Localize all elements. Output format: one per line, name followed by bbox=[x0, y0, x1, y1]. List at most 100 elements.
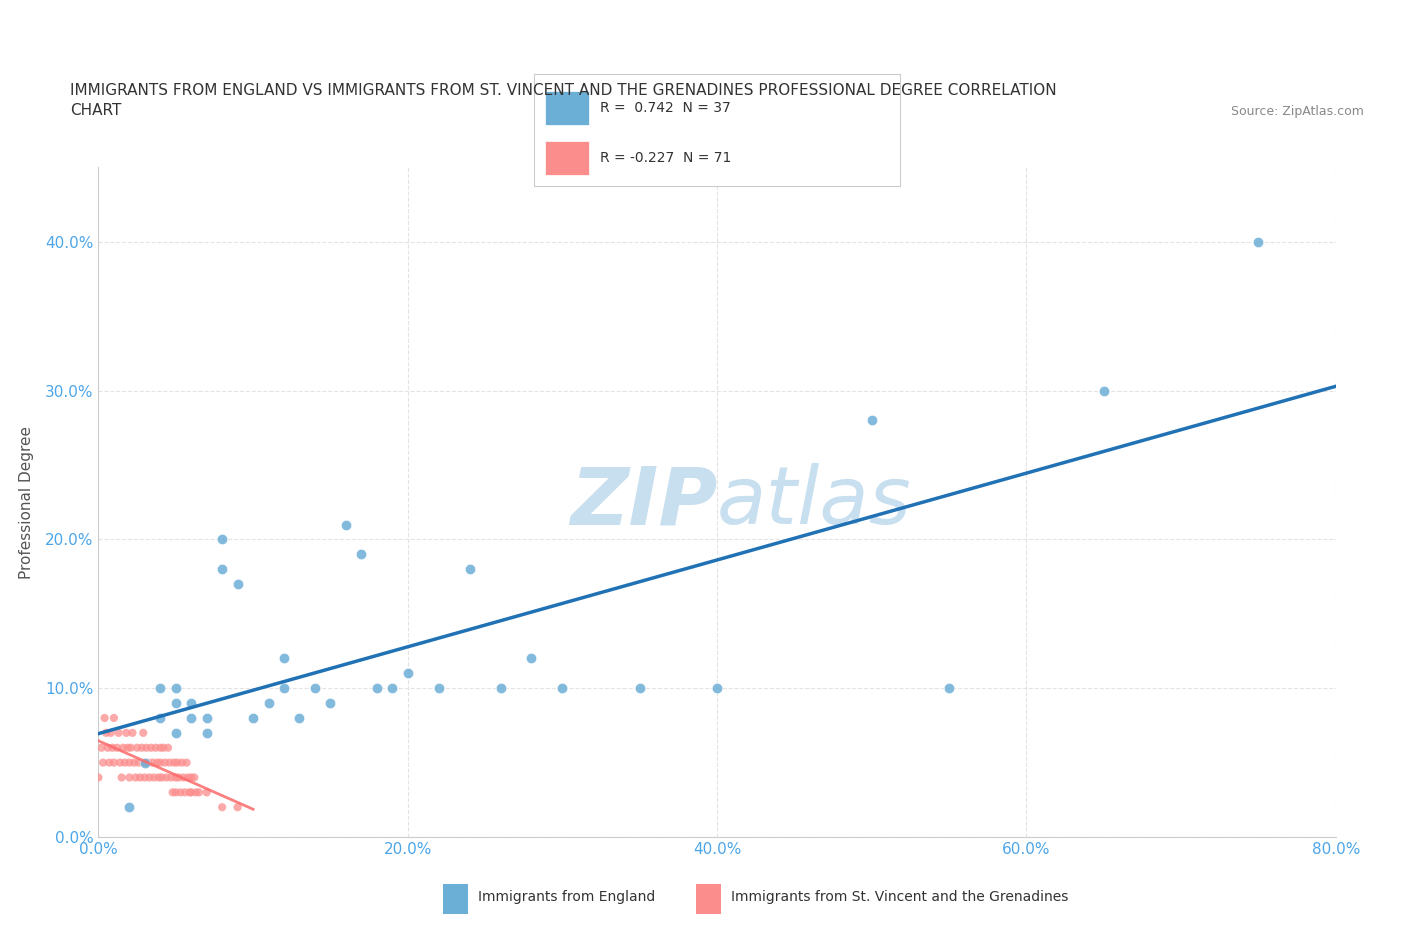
Point bbox=[183, 770, 205, 785]
Point bbox=[195, 725, 218, 740]
Text: atlas: atlas bbox=[717, 463, 912, 541]
Point bbox=[149, 740, 172, 755]
Point bbox=[122, 755, 145, 770]
Point bbox=[366, 681, 388, 696]
Point bbox=[242, 711, 264, 725]
Point bbox=[520, 651, 543, 666]
Point bbox=[134, 755, 156, 770]
Point bbox=[180, 696, 202, 711]
Point bbox=[98, 755, 121, 770]
Point bbox=[165, 785, 187, 800]
Point bbox=[170, 755, 193, 770]
FancyBboxPatch shape bbox=[443, 884, 468, 913]
Point bbox=[211, 532, 233, 547]
Point bbox=[273, 651, 295, 666]
Point bbox=[427, 681, 450, 696]
Point bbox=[157, 740, 180, 755]
Point bbox=[195, 711, 218, 725]
Point bbox=[152, 740, 174, 755]
Point bbox=[93, 711, 115, 725]
Point bbox=[273, 681, 295, 696]
Point bbox=[107, 725, 129, 740]
Point bbox=[115, 725, 138, 740]
Point bbox=[165, 770, 187, 785]
Point bbox=[108, 755, 131, 770]
Point bbox=[288, 711, 311, 725]
Point bbox=[97, 740, 120, 755]
Point bbox=[87, 770, 110, 785]
Point bbox=[180, 785, 202, 800]
Text: CHART: CHART bbox=[70, 103, 122, 118]
Point bbox=[129, 770, 152, 785]
Point bbox=[489, 681, 512, 696]
Point bbox=[138, 770, 160, 785]
Point bbox=[335, 517, 357, 532]
Point bbox=[706, 681, 728, 696]
Point bbox=[112, 740, 135, 755]
Point bbox=[195, 785, 218, 800]
Text: ZIP: ZIP bbox=[569, 463, 717, 541]
Y-axis label: Professional Degree: Professional Degree bbox=[18, 426, 34, 578]
Point bbox=[165, 696, 187, 711]
Point bbox=[127, 740, 149, 755]
Point bbox=[174, 785, 197, 800]
Point bbox=[163, 755, 186, 770]
Text: Immigrants from England: Immigrants from England bbox=[478, 890, 655, 905]
Point bbox=[172, 770, 194, 785]
Point bbox=[118, 770, 141, 785]
Point bbox=[96, 725, 118, 740]
Point bbox=[179, 785, 201, 800]
Point bbox=[124, 770, 146, 785]
Point bbox=[350, 547, 373, 562]
Point bbox=[103, 711, 125, 725]
Point bbox=[165, 681, 187, 696]
Point bbox=[1092, 383, 1115, 398]
Point bbox=[184, 785, 207, 800]
Point bbox=[1247, 234, 1270, 249]
Point bbox=[90, 740, 112, 755]
Point bbox=[141, 755, 165, 770]
Point bbox=[149, 755, 172, 770]
Point bbox=[155, 770, 177, 785]
Point bbox=[211, 562, 233, 577]
Point bbox=[117, 740, 139, 755]
Point bbox=[134, 770, 156, 785]
Point bbox=[319, 696, 342, 711]
Point bbox=[148, 770, 170, 785]
Point bbox=[169, 785, 191, 800]
Point bbox=[136, 755, 159, 770]
Point bbox=[396, 666, 419, 681]
Point bbox=[139, 740, 162, 755]
Point bbox=[132, 725, 155, 740]
Point bbox=[176, 755, 198, 770]
Point bbox=[180, 770, 202, 785]
FancyBboxPatch shape bbox=[546, 91, 589, 125]
Point bbox=[118, 755, 141, 770]
Point bbox=[381, 681, 404, 696]
Point bbox=[135, 740, 157, 755]
Point bbox=[146, 755, 169, 770]
Point bbox=[103, 755, 125, 770]
Text: Source: ZipAtlas.com: Source: ZipAtlas.com bbox=[1230, 105, 1364, 118]
FancyBboxPatch shape bbox=[546, 141, 589, 175]
Point bbox=[628, 681, 651, 696]
Point bbox=[162, 785, 184, 800]
Point bbox=[143, 770, 166, 785]
Point bbox=[134, 755, 156, 770]
Text: R = -0.227  N = 71: R = -0.227 N = 71 bbox=[600, 151, 731, 166]
Point bbox=[145, 740, 167, 755]
Text: R =  0.742  N = 37: R = 0.742 N = 37 bbox=[600, 100, 731, 115]
Point bbox=[149, 681, 172, 696]
Point bbox=[304, 681, 326, 696]
Point bbox=[149, 711, 172, 725]
Point bbox=[105, 740, 128, 755]
FancyBboxPatch shape bbox=[696, 884, 721, 913]
Point bbox=[121, 725, 143, 740]
Point bbox=[860, 413, 883, 428]
Text: Immigrants from St. Vincent and the Grenadines: Immigrants from St. Vincent and the Gren… bbox=[731, 890, 1069, 905]
Point bbox=[226, 577, 249, 591]
Point bbox=[91, 755, 114, 770]
Point bbox=[458, 562, 481, 577]
Point bbox=[114, 755, 136, 770]
Point bbox=[226, 800, 249, 815]
